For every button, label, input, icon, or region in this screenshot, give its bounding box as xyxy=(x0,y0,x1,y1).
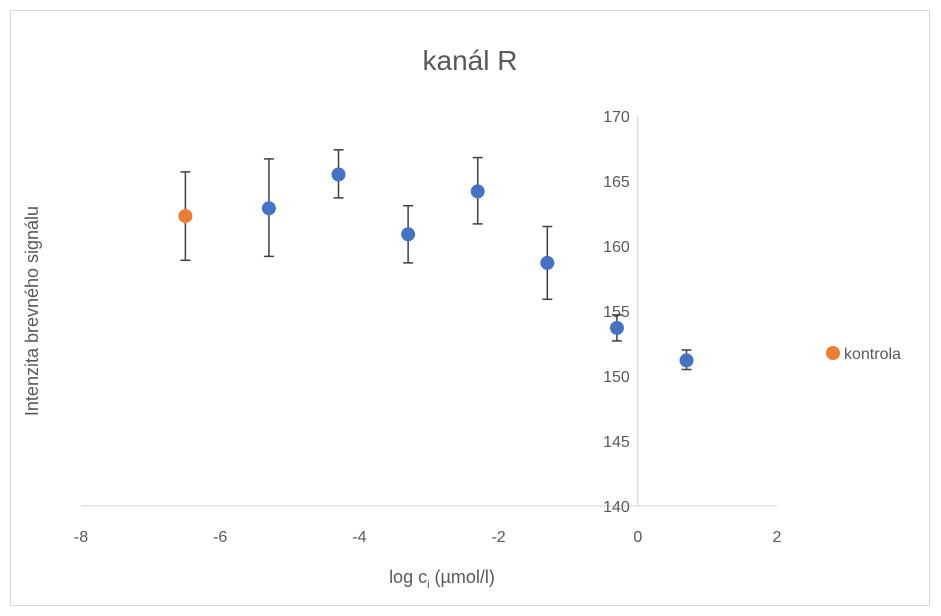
x-tick-label: -4 xyxy=(352,529,366,546)
y-tick-label: 160 xyxy=(603,239,630,256)
data-point xyxy=(331,167,346,182)
legend: kontrola xyxy=(826,346,901,363)
y-tick-label: 170 xyxy=(603,109,630,126)
axes xyxy=(81,116,777,507)
y-axis-label: Intenzita brevného signálu xyxy=(22,206,42,416)
y-tick-label: 140 xyxy=(603,499,630,516)
x-tick-labels: -8 -6 -4 -2 0 2 xyxy=(74,529,782,546)
x-tick-label: -2 xyxy=(491,529,505,546)
x-tick-label: 0 xyxy=(633,529,642,546)
y-tick-label: 165 xyxy=(603,174,630,191)
x-tick-label: -6 xyxy=(213,529,227,546)
data-point xyxy=(261,201,276,216)
x-axis-label-subscript: i xyxy=(427,579,429,591)
data-point xyxy=(609,320,624,335)
data-point xyxy=(679,353,694,368)
y-tick-labels: 140 145 150 155 160 165 170 xyxy=(603,109,630,516)
x-axis-label: log ci (µmol/l) xyxy=(389,567,495,591)
y-tick-label: 145 xyxy=(603,434,630,451)
data-point xyxy=(540,255,555,270)
legend-marker-kontrola xyxy=(826,346,840,360)
chart-title: kanál R xyxy=(423,45,518,76)
data-points xyxy=(178,167,694,368)
data-point xyxy=(401,227,416,242)
x-tick-label: -8 xyxy=(74,529,88,546)
y-tick-label: 150 xyxy=(603,369,630,386)
data-point xyxy=(470,184,485,199)
x-axis-label-units: (µmol/l) xyxy=(430,567,495,587)
x-axis-label-main: log c xyxy=(389,567,427,587)
chart-frame xyxy=(10,10,930,606)
y-tick-label: 155 xyxy=(603,304,630,321)
data-point xyxy=(178,209,193,224)
x-tick-label: 2 xyxy=(773,529,782,546)
legend-label-kontrola: kontrola xyxy=(844,346,901,363)
